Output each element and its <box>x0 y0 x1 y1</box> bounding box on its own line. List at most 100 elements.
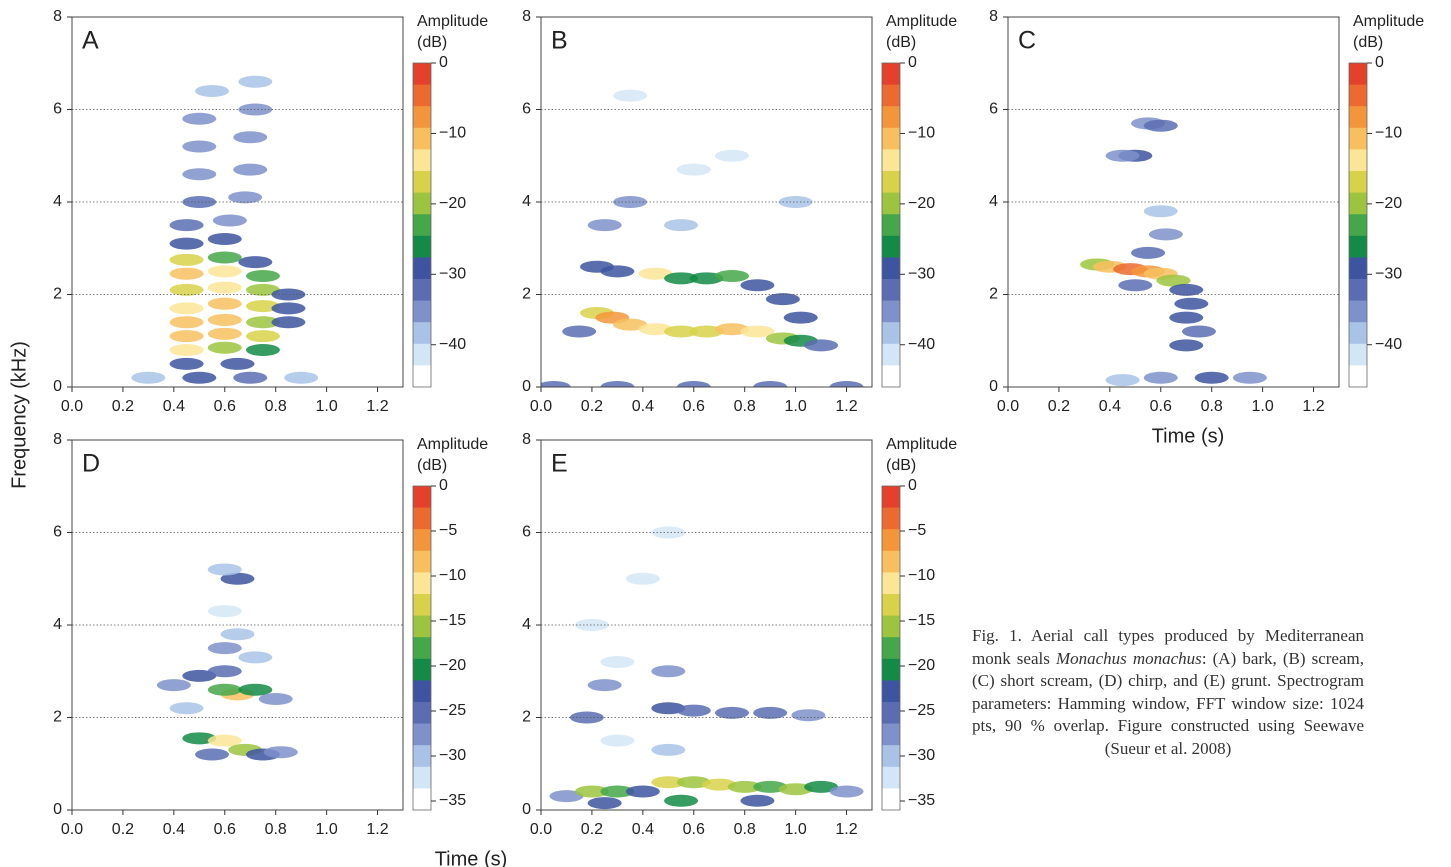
x-axis-title: Time (s) <box>435 848 508 867</box>
energy-blob <box>689 325 724 338</box>
colorbar-title: (dB) <box>886 34 916 51</box>
energy-blob <box>228 191 263 204</box>
colorbar-segment <box>1349 84 1367 107</box>
colorbar-title: Amplitude <box>886 436 957 453</box>
energy-blob <box>727 780 762 793</box>
x-tick-label: 1.0 <box>1251 398 1273 415</box>
colorbar-frame <box>881 62 901 388</box>
y-tick-label: 6 <box>522 524 531 541</box>
energy-blob <box>1194 371 1229 384</box>
energy-blob <box>1105 374 1140 387</box>
energy-blob <box>778 196 813 208</box>
energy-blob <box>778 517 813 530</box>
colorbar-segment <box>882 63 900 86</box>
energy-blob <box>169 253 204 266</box>
energy-blob <box>238 683 273 696</box>
colorbar-segment <box>1349 127 1367 150</box>
y-tick-label: 8 <box>522 431 531 448</box>
energy-blob <box>284 371 319 384</box>
y-tick-label: 2 <box>53 709 62 726</box>
colorbar-tick-label: −40 <box>1375 336 1402 353</box>
y-tick-label: 2 <box>522 286 531 303</box>
colorbar-segment <box>882 637 900 660</box>
x-tick-label: 0.4 <box>163 398 185 415</box>
colorbar-segment <box>413 279 431 302</box>
energy-blob <box>182 732 217 745</box>
energy-blob <box>778 783 813 796</box>
colorbar-segment <box>882 550 900 573</box>
energy-blob <box>1148 228 1183 241</box>
energy-blob <box>182 168 217 181</box>
energy-blob <box>182 595 217 608</box>
colorbar-tick-label: −25 <box>908 702 935 719</box>
plot-frame <box>71 16 404 388</box>
energy-blob <box>541 381 571 387</box>
energy-blob <box>702 642 737 655</box>
energy-blob <box>220 572 255 585</box>
spectrogram <box>549 471 864 810</box>
energy-blob <box>245 330 280 343</box>
energy-blob <box>740 325 775 338</box>
colorbar-segment <box>413 637 431 660</box>
colorbar-title: Amplitude <box>886 13 957 30</box>
x-tick-label: 0.2 <box>581 398 603 415</box>
colorbar-title: (dB) <box>886 457 916 474</box>
spectrogram <box>1080 117 1267 387</box>
colorbar-tick-label: 0 <box>439 54 448 71</box>
energy-blob <box>613 89 648 102</box>
energy-blob <box>676 776 711 789</box>
caption-species: Monachus monachus <box>1055 648 1202 668</box>
energy-blob <box>587 797 622 810</box>
energy-blob <box>791 709 826 722</box>
colorbar-tick-label: −20 <box>1375 195 1402 212</box>
colorbar-segment <box>882 365 900 388</box>
energy-blob <box>245 270 280 282</box>
y-tick-label: 8 <box>53 431 62 448</box>
colorbar-tick-label: 0 <box>439 477 448 494</box>
energy-blob <box>1156 274 1191 287</box>
y-tick-label: 2 <box>522 709 531 726</box>
energy-blob <box>664 325 699 338</box>
x-tick-label: 1.2 <box>1302 398 1324 415</box>
colorbar-tick-label: −5 <box>439 522 457 539</box>
energy-blob <box>220 628 255 641</box>
energy-blob <box>600 734 635 747</box>
colorbar-segment <box>882 84 900 107</box>
energy-blob <box>212 214 247 227</box>
energy-blob <box>233 371 268 384</box>
y-tick-label: 4 <box>53 193 62 210</box>
y-tick-label: 0 <box>53 378 62 395</box>
energy-blob <box>238 75 273 88</box>
energy-blob <box>1181 325 1216 338</box>
energy-blob <box>1169 283 1204 296</box>
x-tick-label: 0.4 <box>632 821 654 838</box>
y-tick-label: 2 <box>989 286 998 303</box>
energy-blob <box>727 549 762 562</box>
colorbar-tick-label: 0 <box>908 477 917 494</box>
colorbar-tick-label: −10 <box>908 125 935 142</box>
caption-text: Fig. 1. Aerial call types produced by Me… <box>972 626 1364 668</box>
energy-blob <box>207 563 242 576</box>
energy-blob <box>195 85 230 97</box>
colorbar-tick-label: −30 <box>439 266 466 283</box>
x-tick-label: 0.2 <box>112 821 134 838</box>
colorbar-tick-label: −35 <box>439 792 466 809</box>
energy-blob <box>613 196 648 208</box>
energy-blob <box>238 651 273 664</box>
energy-blob <box>600 381 635 387</box>
energy-blob <box>587 503 622 516</box>
colorbar-tick-label: 0 <box>908 54 917 71</box>
energy-blob <box>625 572 660 585</box>
colorbar-segment <box>882 615 900 638</box>
colorbar-segment <box>413 84 431 107</box>
y-tick-label: 6 <box>522 101 531 118</box>
x-tick-label: 1.0 <box>784 398 806 415</box>
colorbar-segment <box>882 486 900 509</box>
colorbar-segment <box>413 343 431 366</box>
colorbar-segment <box>413 149 431 172</box>
energy-blob <box>169 316 204 329</box>
energy-blob <box>664 219 699 232</box>
energy-blob <box>169 344 204 356</box>
energy-blob <box>613 318 648 331</box>
colorbar-segment <box>882 680 900 703</box>
